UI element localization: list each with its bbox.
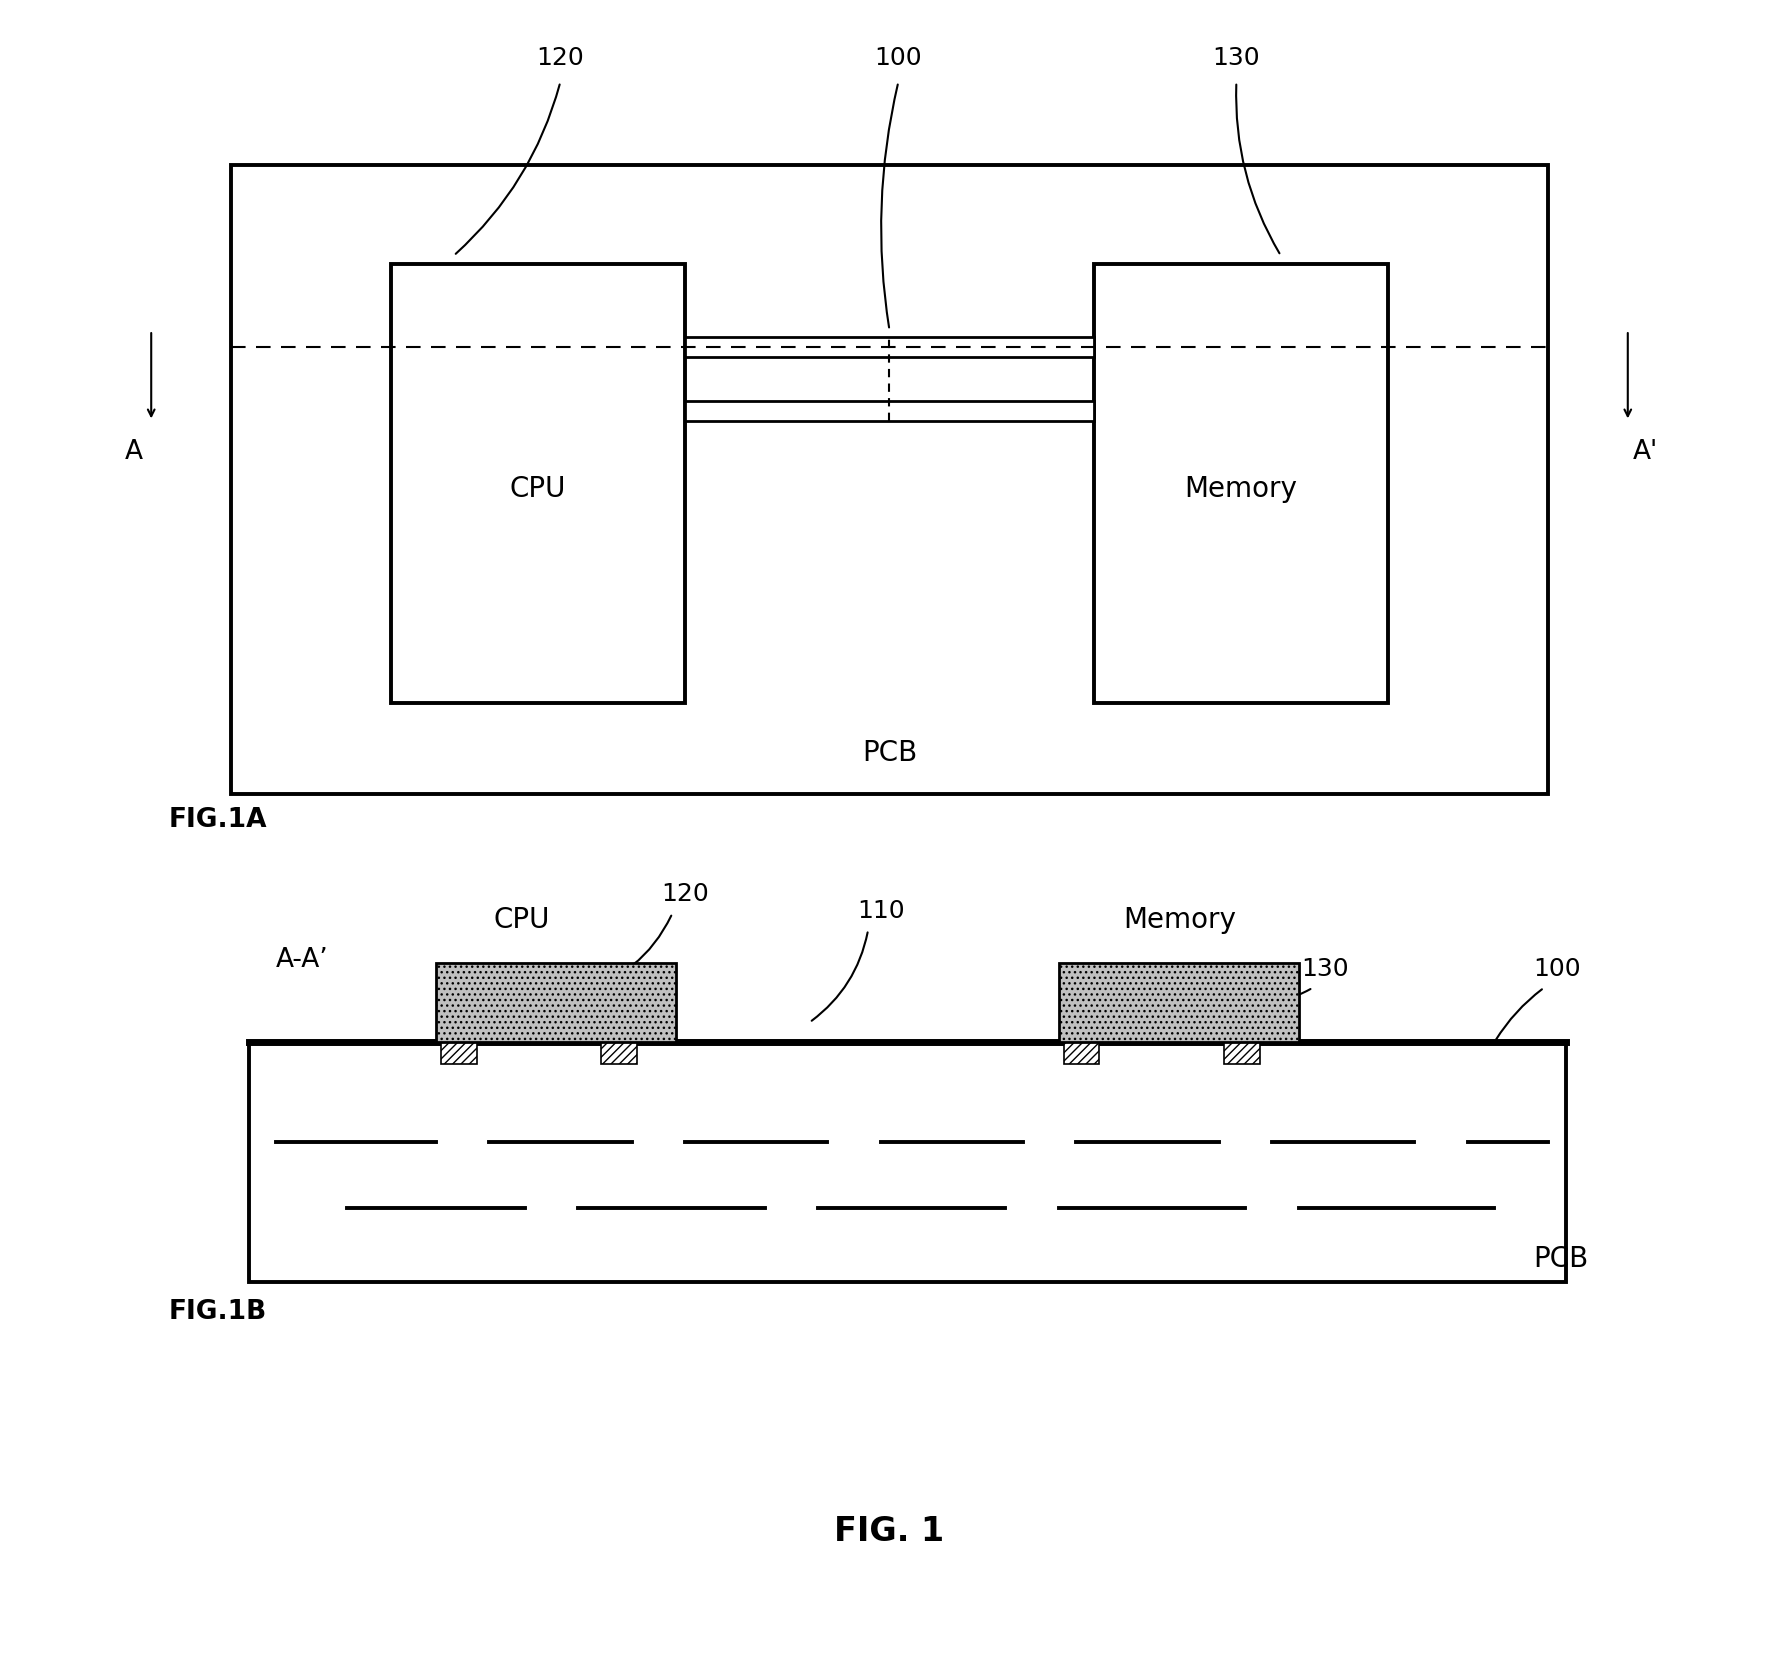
Text: 130: 130 xyxy=(1213,46,1260,70)
Bar xyxy=(685,338,1094,357)
Text: 120: 120 xyxy=(537,46,584,70)
Bar xyxy=(436,963,676,1043)
Text: A-A’: A-A’ xyxy=(276,947,329,973)
Text: 100: 100 xyxy=(875,46,922,70)
Bar xyxy=(1059,963,1299,1043)
Text: Memory: Memory xyxy=(1123,905,1236,933)
Bar xyxy=(1224,1034,1260,1064)
Bar xyxy=(391,265,685,703)
Text: FIG.1A: FIG.1A xyxy=(169,806,267,832)
Text: FIG. 1: FIG. 1 xyxy=(834,1514,945,1547)
Text: PCB: PCB xyxy=(1533,1245,1589,1271)
Text: CPU: CPU xyxy=(493,905,550,933)
Text: FIG.1B: FIG.1B xyxy=(169,1298,267,1324)
Bar xyxy=(601,1034,637,1064)
Text: 130: 130 xyxy=(1302,957,1348,980)
Bar xyxy=(231,166,1548,794)
Text: Memory: Memory xyxy=(1185,475,1297,501)
Bar xyxy=(685,402,1094,422)
Text: 120: 120 xyxy=(662,882,708,905)
Text: 110: 110 xyxy=(857,899,904,922)
Text: A: A xyxy=(125,439,142,465)
Text: CPU: CPU xyxy=(511,475,566,501)
Text: PCB: PCB xyxy=(861,740,918,766)
Text: 100: 100 xyxy=(1533,957,1580,980)
Bar xyxy=(441,1034,477,1064)
Bar xyxy=(249,1043,1566,1283)
Bar xyxy=(1064,1034,1099,1064)
Bar xyxy=(1094,265,1388,703)
Text: A': A' xyxy=(1633,439,1658,465)
